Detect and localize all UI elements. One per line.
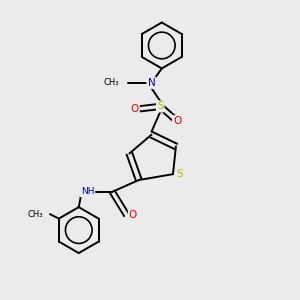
Text: CH₃: CH₃	[103, 78, 119, 87]
Text: NH: NH	[81, 187, 94, 196]
Text: O: O	[130, 104, 139, 114]
Text: S: S	[157, 101, 164, 111]
Text: S: S	[176, 169, 183, 179]
Text: CH₃: CH₃	[27, 210, 43, 219]
Text: O: O	[129, 210, 137, 220]
Text: N: N	[148, 78, 155, 88]
Text: O: O	[173, 116, 181, 126]
